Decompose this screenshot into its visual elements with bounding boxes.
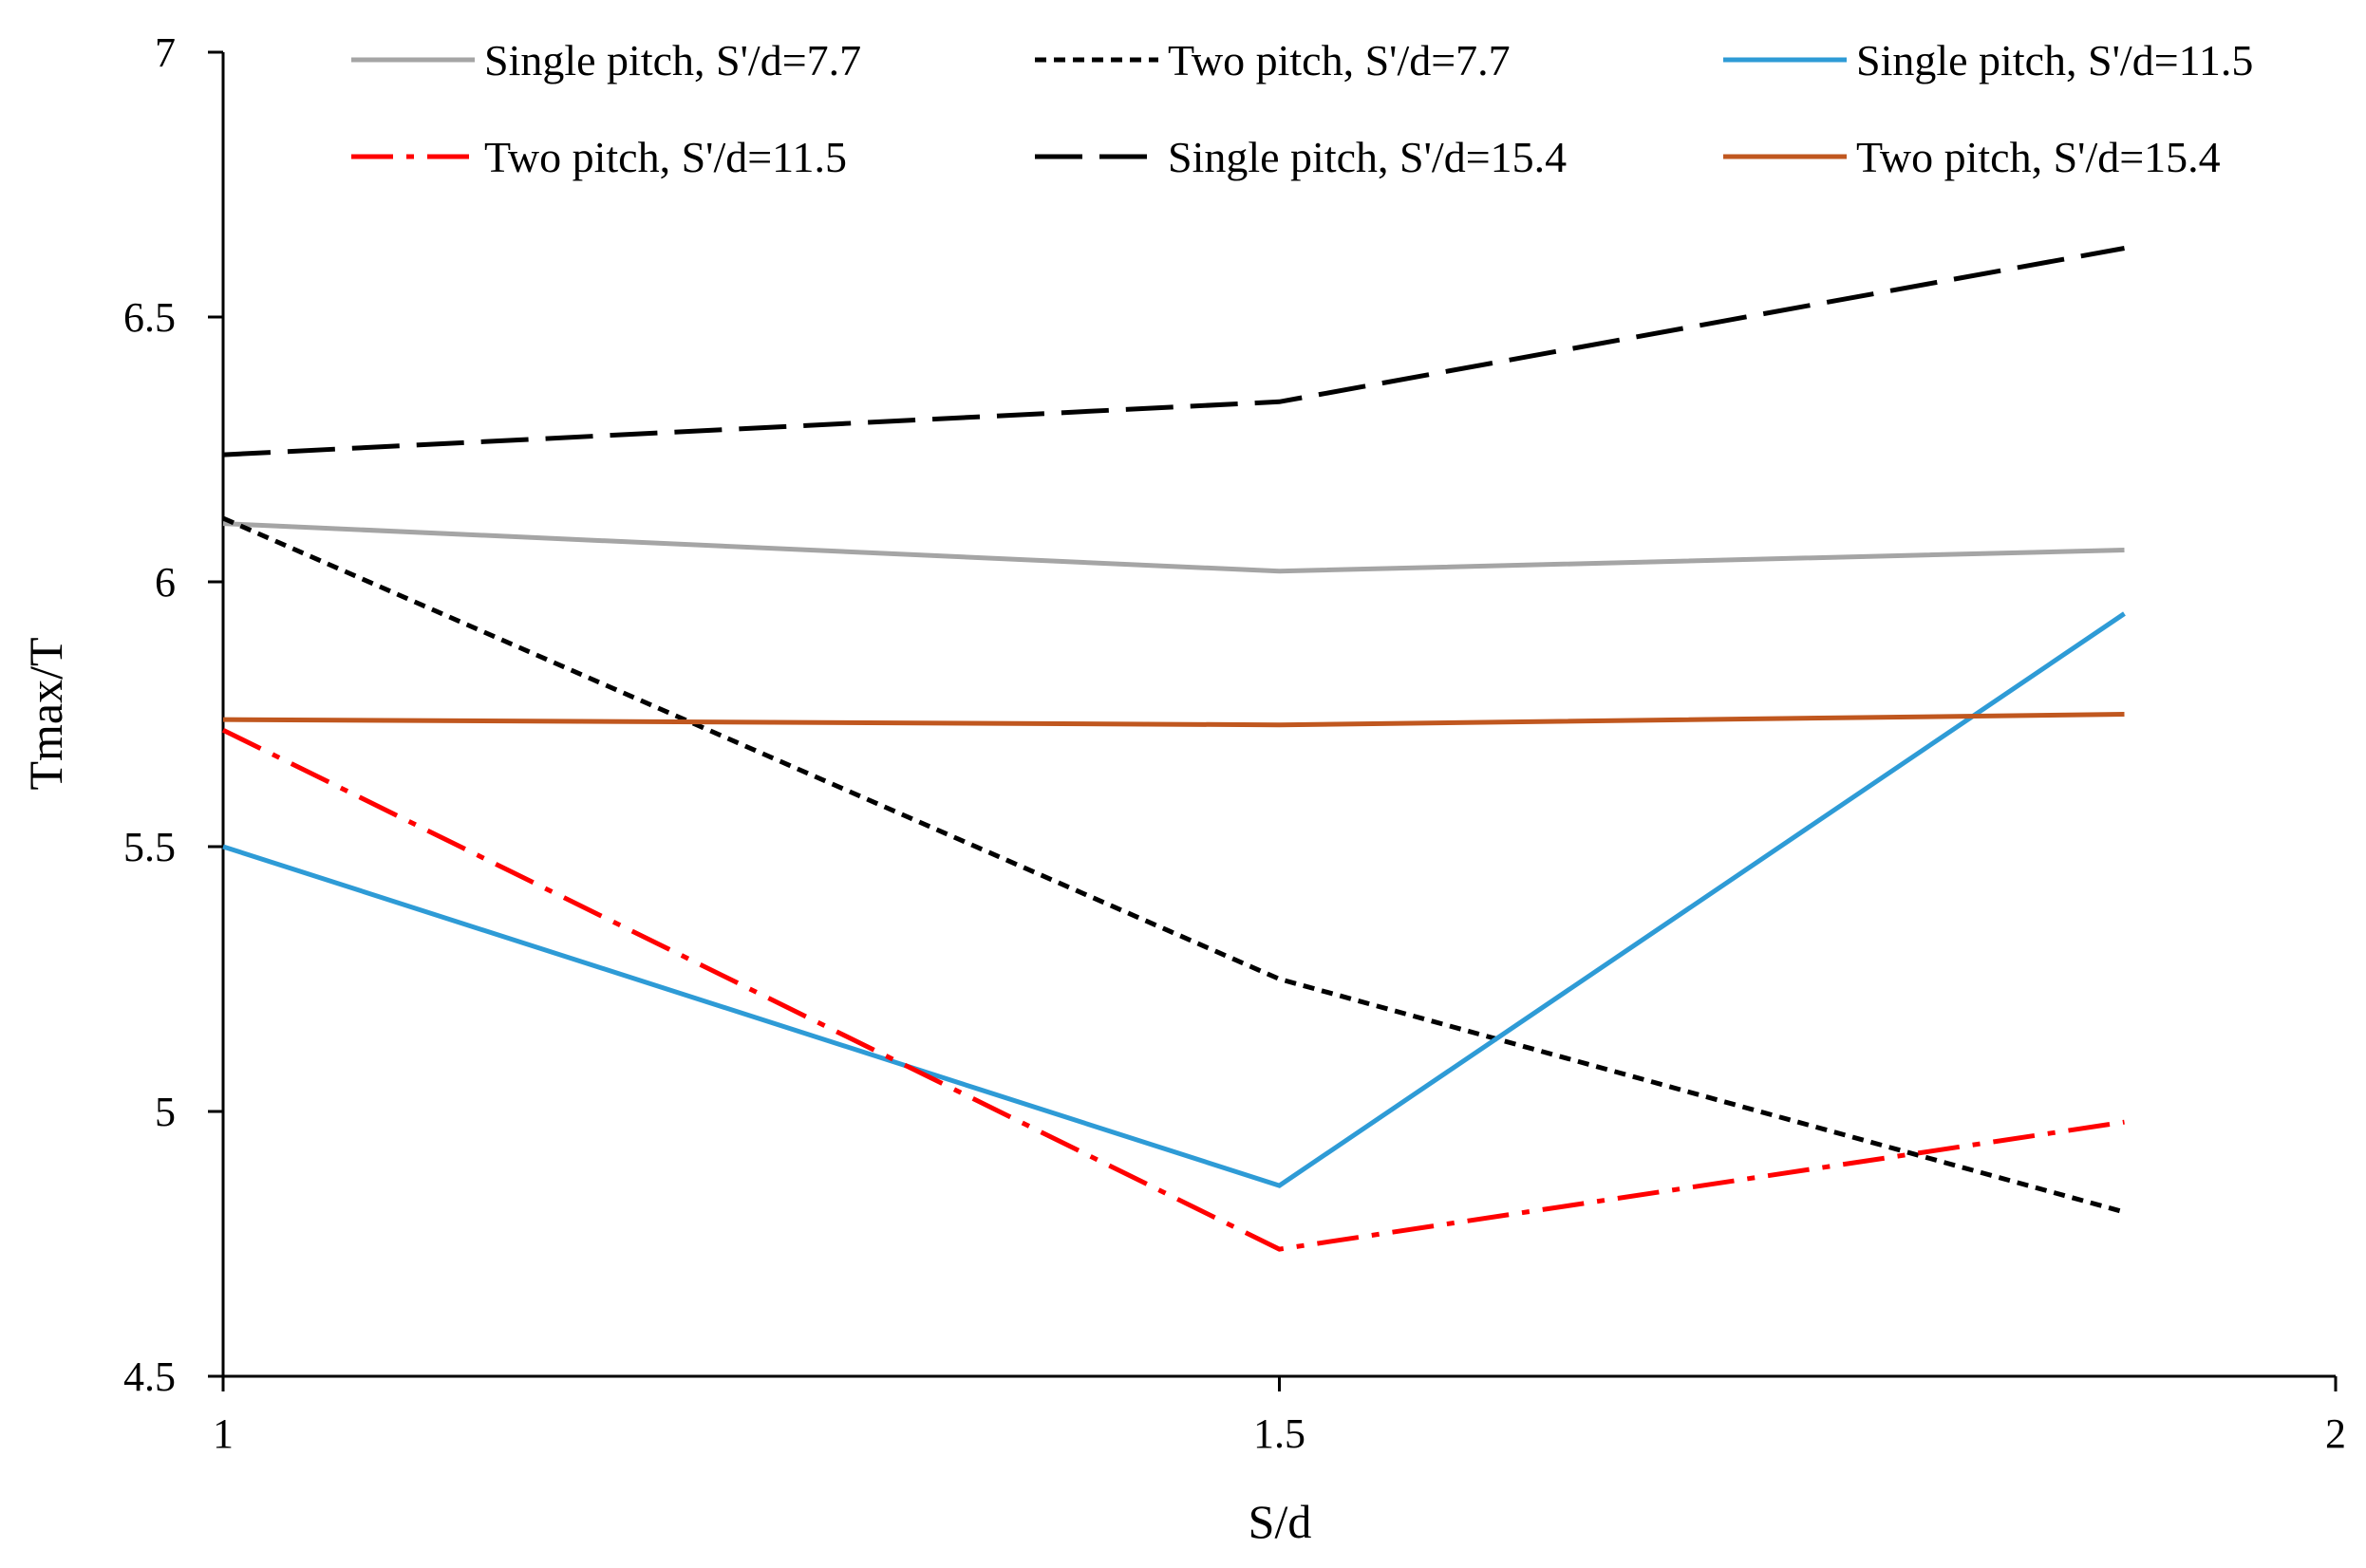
- legend-label-4: Two pitch, S'/d=11.5: [484, 133, 847, 181]
- legend-label-6: Two pitch, S'/d=15.4: [1856, 133, 2221, 181]
- series-line-4: [221, 727, 2125, 1252]
- y-tick-label: 5: [155, 1089, 176, 1135]
- x-tick-label: 1.5: [1253, 1410, 1305, 1457]
- y-tick-label: 4.5: [123, 1353, 176, 1400]
- y-tick-label: 7: [155, 29, 176, 76]
- series-line-1: [222, 521, 2125, 574]
- y-tick-label: 6: [155, 559, 176, 606]
- y-tick-label: 5.5: [123, 824, 176, 870]
- x-axis-title: S/d: [1249, 1495, 1312, 1548]
- x-tick-label: 1: [213, 1410, 234, 1457]
- series-line-2: [222, 515, 2126, 1215]
- series-line-3: [222, 611, 2126, 1188]
- y-ticks: 4.5 5 5.5 6 6.5 7: [123, 29, 223, 1400]
- y-axis-title: Tmax/T: [19, 637, 72, 790]
- legend-label-5: Single pitch, S'/d=15.4: [1168, 133, 1567, 181]
- series-group: [221, 246, 2126, 1252]
- series-line-6: [222, 712, 2125, 728]
- y-tick-label: 6.5: [123, 294, 176, 341]
- legend-label-1: Single pitch, S'/d=7.7: [484, 36, 861, 84]
- series-line-5: [222, 246, 2125, 457]
- legend-label-2: Two pitch, S'/d=7.7: [1168, 36, 1511, 84]
- legend: Single pitch, S'/d=7.7 Two pitch, S'/d=7.…: [351, 36, 2253, 181]
- x-tick-label: 2: [2325, 1410, 2346, 1457]
- x-ticks: 1 1.5 2: [213, 1376, 2346, 1457]
- legend-label-3: Single pitch, S'/d=11.5: [1856, 36, 2253, 84]
